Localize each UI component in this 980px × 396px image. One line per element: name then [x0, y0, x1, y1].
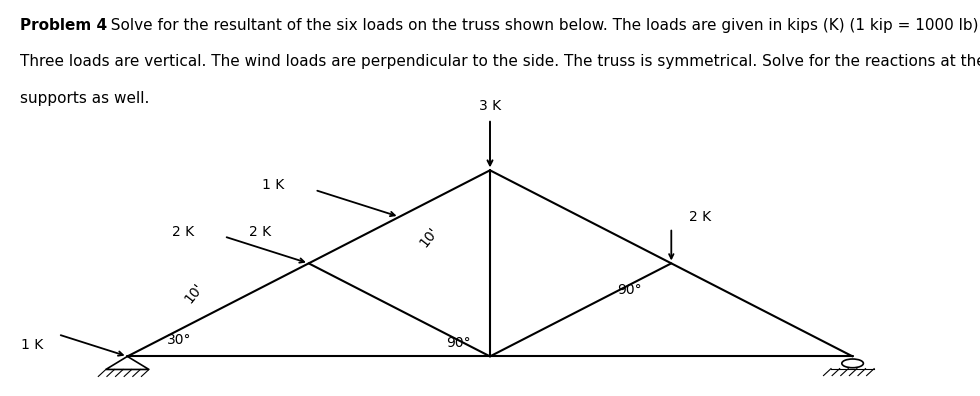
Text: 2 K: 2 K — [689, 210, 711, 224]
Text: 10': 10' — [181, 280, 206, 306]
Text: 3 K: 3 K — [479, 99, 501, 113]
Text: supports as well.: supports as well. — [20, 91, 149, 106]
Text: . Solve for the resultant of the six loads on the truss shown below. The loads a: . Solve for the resultant of the six loa… — [101, 18, 980, 33]
Text: Problem 4: Problem 4 — [20, 18, 107, 33]
Text: 30°: 30° — [167, 333, 191, 346]
Text: 90°: 90° — [446, 337, 470, 350]
Text: 90°: 90° — [617, 283, 642, 297]
Text: 1 K: 1 K — [263, 178, 284, 192]
Text: 2 K: 2 K — [172, 225, 194, 238]
Text: 2 K: 2 K — [249, 225, 270, 240]
Text: 1 K: 1 K — [22, 338, 43, 352]
Text: Three loads are vertical. The wind loads are perpendicular to the side. The trus: Three loads are vertical. The wind loads… — [20, 54, 980, 69]
Text: 10': 10' — [416, 225, 441, 250]
